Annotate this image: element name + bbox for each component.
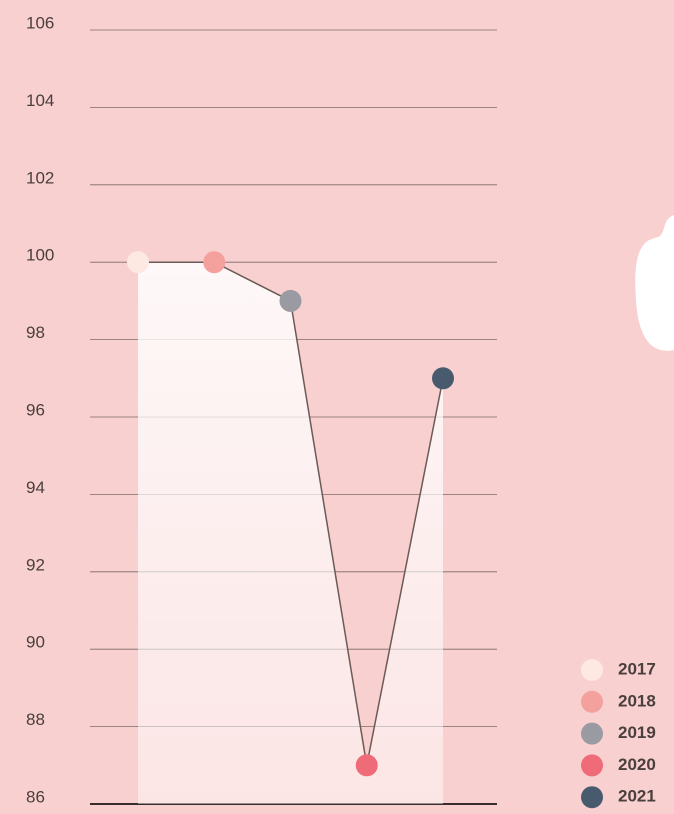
legend-swatch <box>581 723 603 745</box>
legend-swatch <box>581 659 603 681</box>
point <box>356 754 378 776</box>
page: 86 88 90 92 94 96 98 100 102 104 106 2017 2018 2019 2… <box>0 0 674 814</box>
y-tick-label: 92 <box>26 555 45 574</box>
legend-label: 2019 <box>618 723 656 742</box>
point <box>203 251 225 273</box>
legend-label: 2020 <box>618 755 656 774</box>
y-tick-label: 88 <box>26 710 45 729</box>
point <box>127 251 149 273</box>
y-tick-label: 104 <box>26 91 54 110</box>
legend-swatch <box>581 786 603 808</box>
y-tick-label: 96 <box>26 400 45 419</box>
point <box>280 290 302 312</box>
legend-label: 2018 <box>618 691 656 710</box>
y-tick-label: 86 <box>26 787 45 806</box>
legend-swatch <box>581 754 603 776</box>
legend-label: 2017 <box>618 659 656 678</box>
y-tick-label: 94 <box>26 478 45 497</box>
y-tick-label: 90 <box>26 633 45 652</box>
legend-swatch <box>581 691 603 713</box>
y-tick-label: 100 <box>26 246 54 265</box>
point <box>432 367 454 389</box>
chart: 86 88 90 92 94 96 98 100 102 104 106 2017 2018 2019 2… <box>0 0 674 814</box>
y-tick-label: 98 <box>26 323 45 342</box>
y-tick-label: 106 <box>26 13 54 32</box>
legend-label: 2021 <box>618 787 656 806</box>
y-tick-label: 102 <box>26 168 54 187</box>
